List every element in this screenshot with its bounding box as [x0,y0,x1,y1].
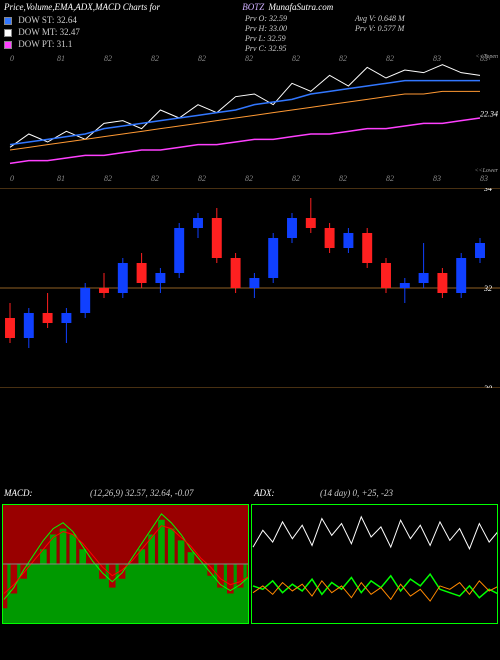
candlestick-svg: 30 32 34 [0,188,500,388]
stats-volume: Avg V: 0.648 M Prv V: 0.577 M [355,14,405,34]
title-site: MunafaSutra.com [269,2,334,12]
swatch-dow-pt [4,41,12,49]
chart-title: Price,Volume,EMA,ADX,MACD Charts for BOT… [4,2,496,12]
stat-prv-v: Prv V: 0.577 M [355,24,405,34]
chart-header: Price,Volume,EMA,ADX,MACD Charts for BOT… [0,0,500,54]
swatch-dow-st [4,17,12,25]
stat-prv-l: Prv L: 32.59 [245,34,287,44]
line-chart-panel: <<Topen 22.34 <<Lower [0,54,500,174]
legend-dow-mt: DOW MT: 32.47 [4,27,80,37]
line-chart-svg [0,54,500,174]
svg-text:34: 34 [483,188,492,193]
legend-label-0: DOW ST: 32.64 [18,15,77,25]
macd-panel [2,504,249,624]
corner-topen: <<Topen [475,54,498,60]
stat-prv-o: Prv O: 32.59 [245,14,287,24]
adx-label: ADX: [254,488,275,498]
legend-dow-st: DOW ST: 32.64 [4,15,77,25]
title-ticker: BOTZ [242,2,264,12]
indicator-labels: MACD: (12,26,9) 32.57, 32.64, -0.07 ADX:… [0,488,500,502]
stats-ohlc: Prv O: 32.59 Prv H: 33.00 Prv L: 32.59 P… [245,14,287,54]
legend-label-1: DOW MT: 32.47 [18,27,80,37]
spacer [0,388,500,488]
svg-text:30: 30 [483,384,492,388]
macd-label: MACD: [4,488,33,498]
candlestick-panel: 30 32 34 [0,188,500,388]
macd-params: (12,26,9) 32.57, 32.64, -0.07 [90,488,194,498]
stat-prv-c: Prv C: 32.95 [245,44,287,54]
stat-prv-h: Prv H: 33.00 [245,24,287,34]
indicator-row [0,502,500,626]
stat-avg-v: Avg V: 0.648 M [355,14,405,24]
x-axis-mid: 081828282828282828383 [0,174,500,188]
macd-svg [3,505,249,624]
swatch-dow-mt [4,29,12,37]
adx-svg [252,505,498,624]
adx-panel [251,504,498,624]
svg-text:32: 32 [483,284,492,293]
legend-label-2: DOW PT: 31.1 [18,39,72,49]
adx-params: (14 day) 0, +25, -23 [320,488,393,498]
title-prefix: Price,Volume,EMA,ADX,MACD Charts for [4,2,160,12]
line-ylabel: 22.34 [480,110,498,119]
legend-dow-pt: DOW PT: 31.1 [4,39,72,49]
